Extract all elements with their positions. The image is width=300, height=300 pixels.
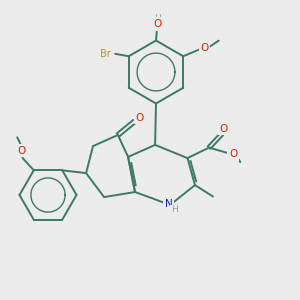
Text: O: O bbox=[219, 124, 227, 134]
Text: O: O bbox=[136, 113, 144, 123]
Text: H: H bbox=[154, 14, 161, 23]
Text: O: O bbox=[153, 19, 162, 29]
Text: O: O bbox=[229, 149, 237, 160]
Text: N: N bbox=[165, 199, 172, 209]
Text: H: H bbox=[171, 206, 177, 214]
Text: O: O bbox=[200, 43, 208, 53]
Text: O: O bbox=[18, 146, 26, 156]
Text: Br: Br bbox=[100, 49, 111, 59]
